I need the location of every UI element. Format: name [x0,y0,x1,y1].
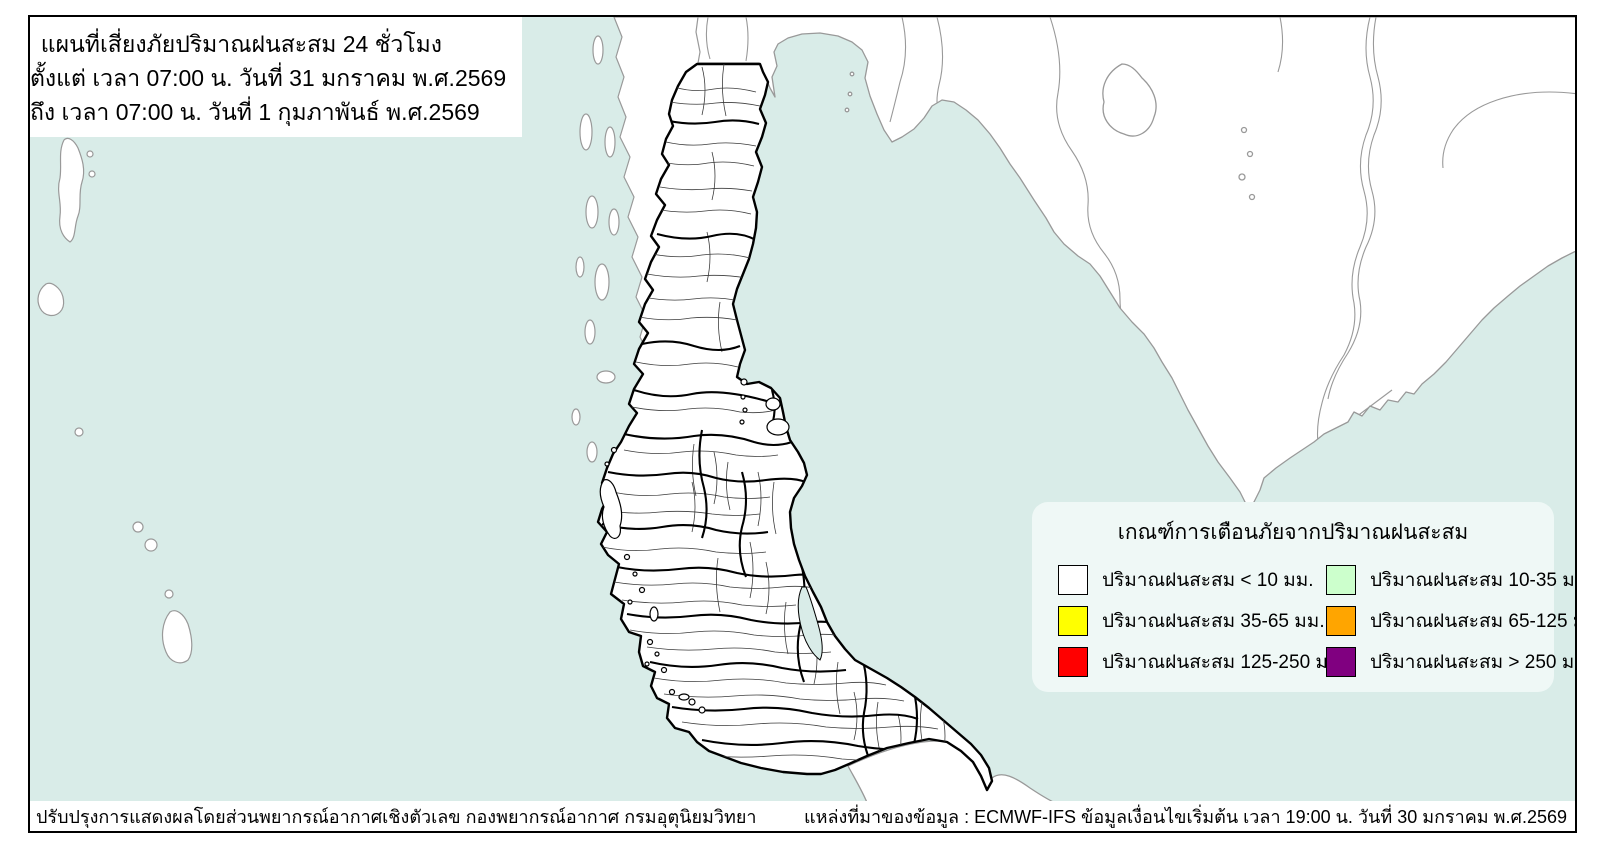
legend-label-gt250: ปริมาณฝนสะสม > 250 มม. [1370,651,1577,673]
map-title-line3: ถึง เวลา 07:00 น. วันที่ 1 กุมภาพันธ์ พ.… [30,99,480,125]
legend-label-125-250: ปริมาณฝนสะสม 125-250 มม. [1102,651,1346,673]
map-title-line1: แผนที่เสี่ยงภัยปริมาณฝนสะสม 24 ชั่วโมง [40,31,442,57]
legend-swatch-35-65 [1058,605,1088,636]
map-frame: แผนที่เสี่ยงภัยปริมาณฝนสะสม 24 ชั่วโมง ต… [28,15,1577,833]
legend-grid: ปริมาณฝนสะสม < 10 มม. ปริมาณฝนสะสม 10-35… [1032,559,1575,682]
data-source-text: แหล่งที่มาของข้อมูล : ECMWF-IFS ข้อมูลเง… [804,806,1567,827]
map-canvas [30,17,1575,831]
legend-swatch-10-35 [1326,564,1356,595]
ko-phangan [765,397,781,411]
peninsula-outline [596,62,994,792]
ko-lanta [649,606,659,622]
credit-text: ปรับปรุงการแสดงผลโดยส่วนพยากรณ์อากาศเชิง… [36,806,757,827]
legend-swatch-125-250 [1058,646,1088,677]
mekong-river [1316,17,1374,444]
ko-samui [766,418,790,436]
songkhla-lake [797,586,823,661]
phu-quoc-island [1102,63,1157,137]
rainfall-legend: เกณฑ์การเตือนภัยจากปริมาณฝนสะสม ปริมาณฝน… [1032,502,1575,692]
map-title-box: แผนที่เสี่ยงภัยปริมาณฝนสะสม 24 ชั่วโมง ต… [30,17,522,137]
thailand-peninsula [596,62,994,792]
legend-swatch-65-125 [1326,605,1356,636]
thai-islands [599,378,790,714]
legend-swatch-lt10 [1058,564,1088,595]
legend-label-lt10: ปริมาณฝนสะสม < 10 มม. [1102,569,1314,591]
andaman-islands [37,137,193,664]
map-title-line2: ตั้งแต่ เวลา 07:00 น. วันที่ 31 มกราคม พ… [30,65,507,91]
legend-label-10-35: ปริมาณฝนสะสม 10-35 มม. [1370,569,1577,591]
legend-label-35-65: ปริมาณฝนสะสม 35-65 มม. [1102,610,1325,632]
neighbor-mainland-indochina [641,17,1575,509]
legend-title: เกณฑ์การเตือนภัยจากปริมาณฝนสะสม [1117,521,1469,544]
legend-label-65-125: ปริมาณฝนสะสม 65-125 มม. [1370,610,1575,632]
legend-swatch-gt250 [1326,646,1356,677]
ko-tarutao [678,693,690,701]
phuket-island [599,479,623,539]
info-bar: ปรับปรุงการแสดงผลโดยส่วนพยากรณ์อากาศเชิง… [30,801,1575,831]
